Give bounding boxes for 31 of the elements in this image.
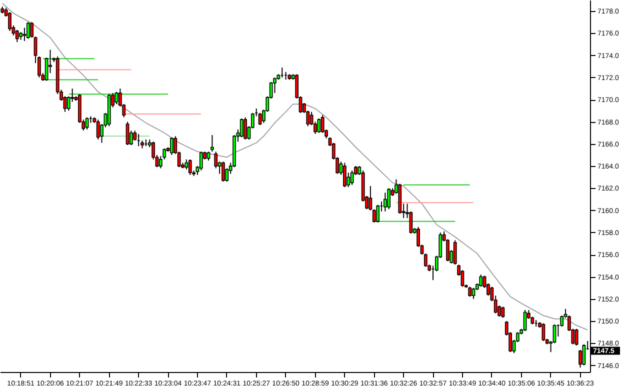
candlestick xyxy=(170,136,174,156)
candlestick xyxy=(468,286,472,298)
candlestick xyxy=(343,162,346,188)
candlestick xyxy=(96,119,100,140)
candlestick xyxy=(210,134,214,152)
candlestick xyxy=(188,158,192,176)
candlestick xyxy=(383,192,387,212)
candlestick xyxy=(574,328,578,346)
candlestick xyxy=(199,151,203,171)
candlestick xyxy=(222,161,225,182)
candlestick xyxy=(26,22,30,40)
candlestick xyxy=(15,29,19,43)
candlestick xyxy=(114,91,118,105)
candlestick xyxy=(523,310,527,332)
candlestick xyxy=(387,188,391,210)
candlestick xyxy=(240,118,244,138)
candlestick xyxy=(578,349,582,368)
candlestick xyxy=(8,12,12,32)
candlestick xyxy=(258,112,262,126)
candlestick xyxy=(126,121,130,146)
line-series xyxy=(2,2,588,330)
candlestick xyxy=(479,274,483,288)
candlestick xyxy=(582,344,586,366)
candlestick xyxy=(184,158,188,170)
candlestick xyxy=(22,27,26,42)
candlestick xyxy=(453,240,457,266)
candlestick xyxy=(542,322,546,342)
candlestick xyxy=(317,118,321,134)
candlestick xyxy=(244,116,247,140)
candlestick xyxy=(376,204,380,224)
candlestick xyxy=(472,287,476,300)
